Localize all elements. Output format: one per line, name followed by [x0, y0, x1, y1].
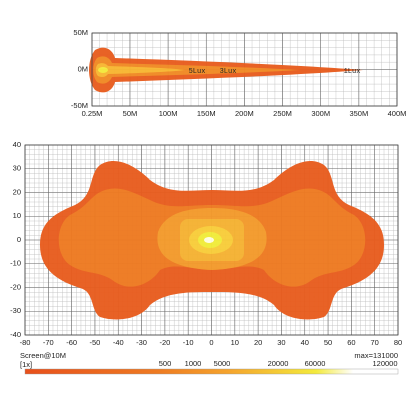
x-tick-label: 70 [371, 338, 379, 347]
x-tick-label: 400M [388, 109, 407, 118]
x-tick-label: -80 [20, 338, 31, 347]
legend-level: 500 [159, 359, 172, 368]
x-tick-label: 50 [324, 338, 332, 347]
plot-frame [24, 144, 399, 336]
y-tick-label: 0M [78, 64, 88, 73]
x-tick-label: 10 [231, 338, 239, 347]
x-tick-label: 200M [235, 109, 254, 118]
x-tick-label: 100M [159, 109, 178, 118]
y-tick-label: 0 [17, 235, 21, 244]
x-tick-label: 30 [277, 338, 285, 347]
contour [98, 67, 108, 73]
legend-level: 1000 [185, 359, 202, 368]
x-tick-label: 40 [301, 338, 309, 347]
x-tick-label: -30 [136, 338, 147, 347]
y-tick-label: 50M [73, 28, 88, 37]
x-tick-label: -50 [90, 338, 101, 347]
x-tick-label: 0.25M [82, 109, 103, 118]
legend-scale: [1x] [20, 360, 32, 369]
y-tick-label: 30 [13, 164, 21, 173]
x-tick-label: -40 [113, 338, 124, 347]
plot-frame [91, 32, 398, 107]
x-tick-label: 60 [347, 338, 355, 347]
y-tick-label: -40 [10, 330, 21, 339]
legend-level: 120000 [372, 359, 397, 368]
legend-level: 60000 [305, 359, 326, 368]
bottom-beam [40, 160, 384, 320]
beam-half [40, 160, 212, 320]
legend-title: Screen@10M [20, 351, 66, 360]
color-scale [24, 368, 399, 375]
top-beam [89, 47, 363, 93]
x-tick-label: -60 [66, 338, 77, 347]
x-tick-label: 20 [254, 338, 262, 347]
legend-max: max=131000 [354, 351, 398, 360]
x-tick-label: 50M [123, 109, 138, 118]
y-tick-label: -50M [71, 101, 88, 110]
x-tick-label: -20 [159, 338, 170, 347]
y-tick-label: 10 [13, 211, 21, 220]
x-tick-label: 350M [349, 109, 368, 118]
contour [95, 63, 185, 78]
x-tick-label: -70 [43, 338, 54, 347]
contour [204, 237, 214, 243]
legend-level: 5000 [214, 359, 231, 368]
x-tick-label: 150M [197, 109, 216, 118]
annotation: 1Lux [344, 68, 361, 76]
y-tick-label: 40 [13, 140, 21, 149]
x-tick-label: 300M [311, 109, 330, 118]
x-tick-label: -10 [183, 338, 194, 347]
y-tick-label: 20 [13, 187, 21, 196]
y-tick-label: -10 [10, 259, 21, 268]
x-tick-label: 80 [394, 338, 402, 347]
annotation: 5Lux [189, 68, 206, 76]
contour [93, 56, 300, 84]
annotation: 3Lux [220, 68, 237, 76]
y-tick-label: -20 [10, 282, 21, 291]
legend-level: 20000 [268, 359, 289, 368]
y-tick-label: -30 [10, 306, 21, 315]
x-tick-label: 250M [273, 109, 292, 118]
x-tick-label: 0 [209, 338, 213, 347]
